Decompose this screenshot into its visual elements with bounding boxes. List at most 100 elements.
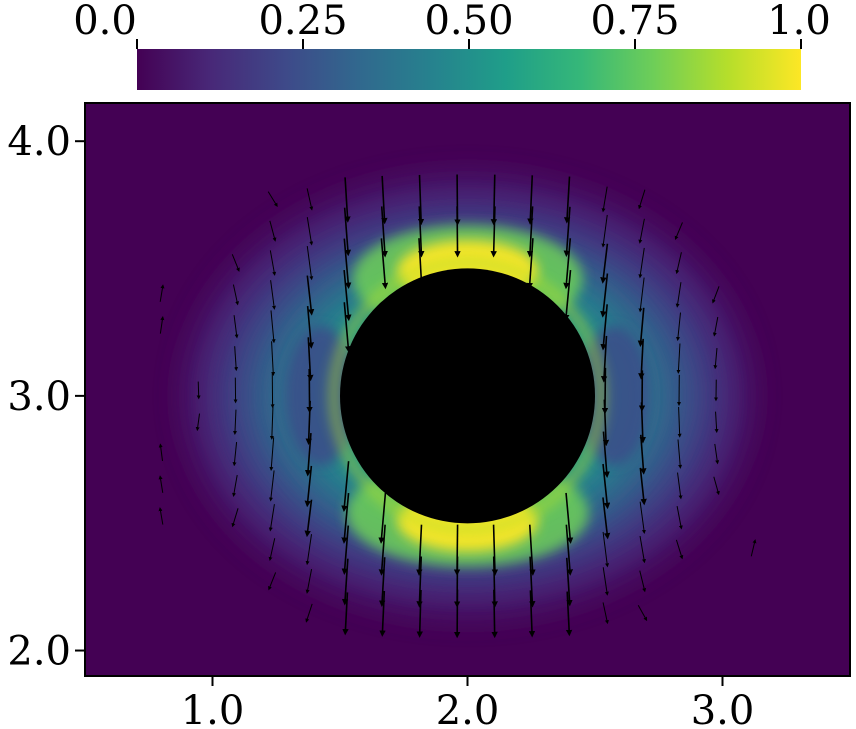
quiver-arrow	[159, 284, 165, 302]
quiver-arrow	[306, 275, 315, 316]
quiver-arrow	[676, 312, 681, 342]
quiver-arrow	[416, 589, 423, 638]
quiver-arrow	[341, 461, 350, 513]
quiver-arrow	[343, 270, 352, 322]
quiver-arrow	[602, 567, 609, 596]
x-tick-label: 2.0	[436, 688, 500, 729]
quiver-arrow	[158, 443, 164, 462]
quiver-arrow	[271, 341, 276, 377]
quiver-arrow	[637, 307, 645, 347]
quiver-arrow	[526, 206, 534, 258]
colorbar-tick-label: 0.50	[424, 0, 513, 44]
quiver-arrow	[379, 590, 386, 637]
quiver-arrow	[529, 556, 536, 608]
quiver-arrow	[713, 476, 720, 496]
quiver-arrow	[563, 238, 572, 290]
quiver-arrow	[158, 507, 164, 525]
quiver-arrow	[234, 346, 239, 372]
quiver-arrow	[341, 492, 350, 544]
quiver-arrow	[638, 247, 645, 279]
colorbar-tick-label: 0.0	[73, 0, 137, 44]
quiver-arrow	[380, 206, 388, 258]
y-tick-label: 4.0	[7, 119, 71, 165]
quiver-arrow	[416, 556, 423, 608]
quiver-arrow	[232, 442, 238, 467]
y-tick-label: 2.0	[7, 629, 71, 675]
quiver-arrow	[417, 174, 425, 226]
quiver-arrow	[270, 310, 276, 344]
quiver-arrow	[714, 411, 719, 434]
quiver-arrow	[269, 437, 275, 472]
quiver-arrow	[491, 524, 499, 576]
quiver-arrow	[159, 316, 165, 334]
quiver-arrow	[602, 497, 611, 540]
plot-area	[84, 102, 851, 677]
quiver-arrow	[306, 188, 314, 211]
quiver-arrow	[639, 570, 647, 593]
x-axis: 1.0 2.0 3.0	[181, 676, 754, 729]
circle-obstacle	[340, 268, 595, 524]
quiver-arrow	[231, 254, 240, 272]
field-band	[329, 257, 606, 535]
quiver-arrow	[712, 286, 720, 304]
quiver-arrow	[378, 524, 386, 576]
quiver-arrow	[344, 177, 351, 223]
quiver-arrow	[638, 189, 646, 210]
quiver-arrow	[341, 525, 350, 575]
quiver-layer	[158, 174, 757, 639]
quiver-arrow	[343, 238, 352, 289]
quiver-arrow	[490, 174, 498, 226]
quiver-arrow	[305, 534, 313, 566]
quiver-arrow	[602, 602, 609, 625]
quiver-arrow	[378, 492, 387, 544]
quiver-arrow	[600, 304, 608, 351]
quiver-arrow	[565, 492, 574, 544]
quiver-arrow	[639, 535, 646, 564]
quiver-arrow	[416, 524, 423, 576]
quiver-arrow	[343, 207, 352, 257]
quiver-arrow	[233, 409, 238, 436]
quiver-arrow	[269, 250, 277, 276]
quiver-arrow	[565, 591, 573, 637]
quiver-arrow	[601, 214, 608, 248]
colorbar-tick-label: 0.25	[258, 0, 347, 44]
quiver-arrow	[195, 413, 201, 432]
quiver-arrow	[232, 474, 238, 497]
quiver-arrow	[268, 538, 276, 562]
quiver-arrow	[602, 431, 610, 478]
quiver-arrow	[677, 406, 682, 438]
quiver-arrow	[491, 556, 498, 608]
quiver-arrow	[638, 277, 645, 313]
quiver-arrow	[231, 508, 239, 528]
quiver-arrow	[600, 335, 608, 383]
quiver-arrow	[268, 504, 275, 532]
quiver-arrow	[527, 175, 534, 225]
quiver-arrow	[600, 273, 609, 318]
quiver-arrow	[600, 243, 609, 284]
y-tick-label: 3.0	[7, 374, 71, 420]
quiver-arrow	[528, 590, 536, 638]
y-axis: 2.0 3.0 4.0	[7, 119, 85, 675]
quiver-arrow	[638, 218, 645, 244]
quiver-arrow	[305, 569, 313, 594]
quiver-arrow	[232, 284, 240, 306]
quiver-arrow	[563, 176, 571, 224]
quiver-arrow	[268, 572, 277, 591]
quiver-arrow	[305, 603, 313, 623]
quiver-arrow	[639, 501, 646, 534]
quiver-arrow	[565, 557, 573, 607]
quiver-arrow	[750, 539, 757, 557]
quiver-arrow	[269, 220, 277, 242]
quiver-arrow	[306, 245, 314, 281]
colorbar-tick-label: 1.0	[767, 0, 831, 44]
quiver-arrow	[233, 315, 239, 339]
colorbar-gradient	[137, 49, 801, 90]
quiver-arrow	[713, 348, 718, 370]
quiver-arrow	[381, 175, 388, 225]
quiver-arrow	[714, 443, 720, 465]
quiver-arrow	[268, 470, 275, 502]
quiver-arrow	[453, 524, 461, 576]
quiver-arrow	[637, 605, 648, 622]
quiver-arrow	[563, 206, 571, 258]
